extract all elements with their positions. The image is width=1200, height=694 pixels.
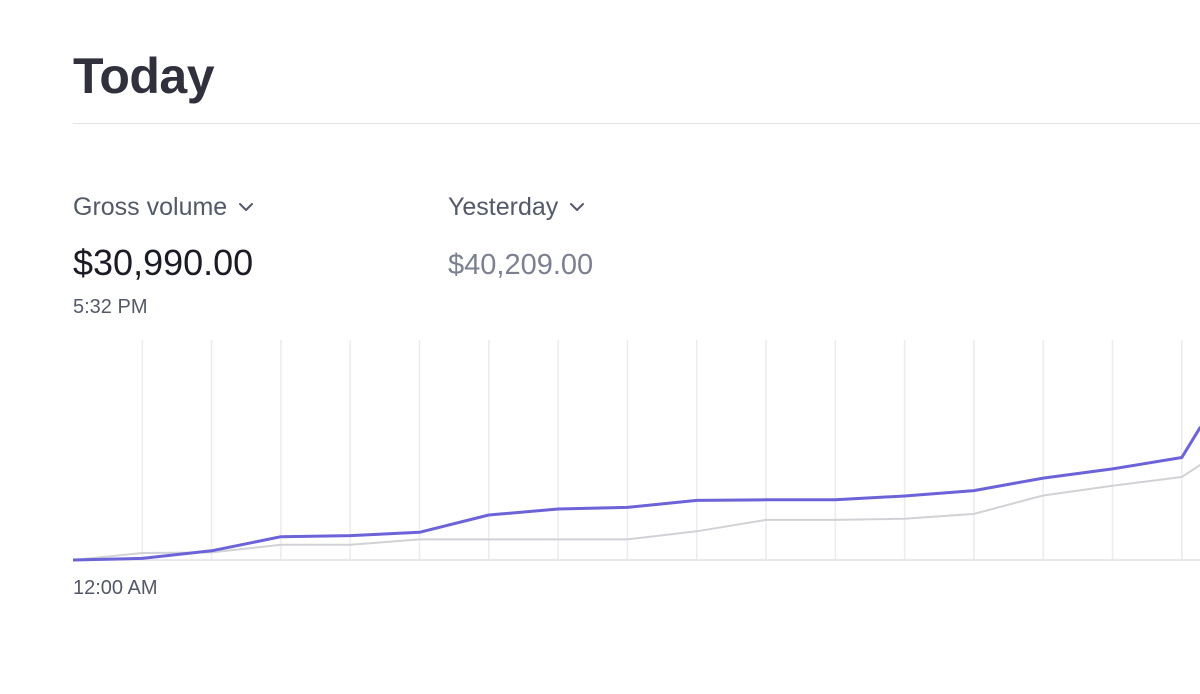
- comparison-value: $40,209.00: [448, 249, 594, 281]
- comparison-selector-button[interactable]: Yesterday: [448, 190, 586, 224]
- gross-volume-value: $30,990.00: [73, 242, 254, 283]
- x-axis-tick-label: 12:00 AM: [73, 577, 158, 599]
- today-series-line: [73, 426, 1200, 562]
- header-divider: [73, 123, 1200, 124]
- metric-selector-button[interactable]: Gross volume: [73, 190, 255, 224]
- yesterday-series-line: [73, 464, 1200, 561]
- comparison-metric: Yesterday $40,209.00: [448, 190, 593, 285]
- page-title: Today: [73, 48, 215, 104]
- chart-canvas: [73, 340, 1200, 562]
- gross-volume-metric: Gross volume $30,990.00 5:32 PM: [73, 190, 255, 320]
- metric-selector-label: Gross volume: [73, 193, 228, 221]
- chevron-down-icon: [239, 203, 254, 211]
- chevron-down-icon: [570, 203, 585, 211]
- as-of-time: 5:32 PM: [73, 296, 148, 318]
- comparison-selector-label: Yesterday: [448, 193, 559, 221]
- gross-volume-chart: [73, 340, 1200, 564]
